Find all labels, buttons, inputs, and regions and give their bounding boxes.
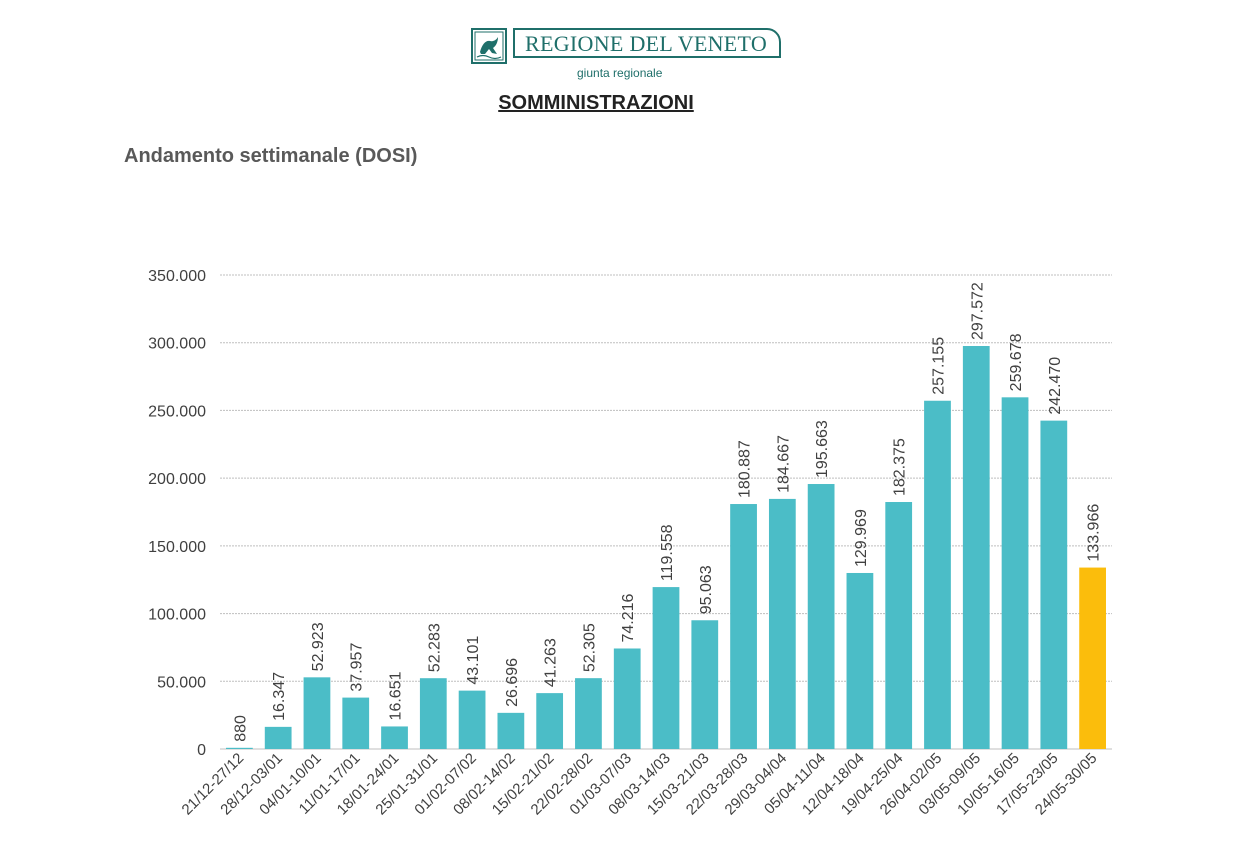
- value-label: 129.969: [853, 509, 870, 567]
- value-label: 257.155: [930, 337, 947, 395]
- brand-subtitle: giunta regionale: [577, 66, 663, 80]
- bar: [846, 572, 874, 749]
- bar: [691, 620, 719, 749]
- value-label: 74.216: [620, 593, 637, 642]
- value-label: 52.923: [310, 622, 327, 671]
- bar: [226, 747, 253, 749]
- y-tick-label: 0: [197, 742, 206, 759]
- lion-emblem-icon: [471, 28, 507, 64]
- value-label: 182.375: [892, 438, 909, 496]
- value-label: 259.678: [1008, 333, 1025, 391]
- value-label: 43.101: [465, 636, 482, 685]
- bar: [807, 484, 835, 749]
- x-axis-ticks: 21/12-27/1228/12-03/0104/01-10/0111/01-1…: [179, 750, 1101, 819]
- page-title: SOMMINISTRAZIONI: [498, 92, 694, 114]
- value-labels: 880 16.347 52.923 37.957 16.651 52.283 43.101 2…: [232, 282, 1102, 742]
- regione-veneto-logo: REGIONE DEL VENETO: [471, 28, 782, 64]
- y-tick-label: 100.000: [148, 607, 206, 624]
- value-label: 16.651: [388, 671, 405, 720]
- bar: [303, 677, 331, 749]
- y-tick-label: 300.000: [148, 336, 206, 353]
- bar: [458, 690, 486, 749]
- value-label: 133.966: [1086, 504, 1103, 562]
- value-label: 297.572: [969, 282, 986, 340]
- bar: [962, 346, 990, 749]
- value-label: 52.283: [426, 623, 443, 672]
- brand-name: REGIONE DEL VENETO: [513, 28, 782, 58]
- value-label: 195.663: [814, 420, 831, 478]
- value-label: 242.470: [1047, 357, 1064, 415]
- value-label: 16.347: [271, 672, 288, 721]
- bar: [264, 726, 292, 749]
- y-axis-ticks: 0 50.000 100.000 150.000 200.000 250.000 300.0…: [148, 268, 206, 759]
- value-label: 880: [232, 715, 249, 742]
- value-label: 37.957: [349, 643, 366, 692]
- y-tick-label: 50.000: [157, 674, 206, 691]
- bar: [575, 678, 602, 749]
- y-tick-label: 150.000: [148, 539, 206, 556]
- value-label: 52.305: [581, 623, 598, 672]
- bar: [613, 648, 641, 749]
- y-tick-label: 350.000: [148, 268, 206, 285]
- bar: [497, 712, 525, 749]
- bar: [652, 587, 680, 749]
- bar: [1079, 567, 1106, 749]
- bars: [226, 346, 1106, 749]
- value-label: 26.696: [504, 658, 521, 707]
- bar: [1040, 420, 1068, 749]
- bar: [730, 504, 757, 749]
- bar: [419, 678, 447, 749]
- bar: [536, 693, 564, 749]
- bar: [924, 400, 951, 749]
- bar: [768, 498, 796, 749]
- bar: [1001, 397, 1029, 749]
- value-label: 95.063: [698, 565, 715, 614]
- value-label: 180.887: [737, 440, 754, 498]
- y-tick-label: 250.000: [148, 403, 206, 420]
- bar: [381, 726, 408, 749]
- value-label: 41.263: [543, 638, 560, 687]
- y-tick-label: 200.000: [148, 471, 206, 488]
- bar: [342, 697, 370, 749]
- value-label: 184.667: [775, 435, 792, 493]
- chart-subtitle: Andamento settimanale (DOSI): [124, 145, 418, 167]
- value-label: 119.558: [659, 524, 676, 581]
- bar: [885, 502, 913, 749]
